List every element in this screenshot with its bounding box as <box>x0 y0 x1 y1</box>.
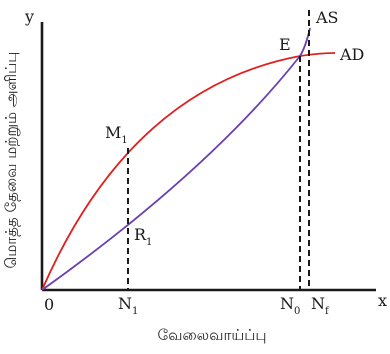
ad-curve <box>41 52 336 291</box>
m1-main: M <box>105 123 121 142</box>
nf-subscript: f <box>325 306 330 317</box>
n1-label: N1 <box>118 294 138 317</box>
r1-subscript: 1 <box>146 237 152 248</box>
nf-label: Nf <box>311 294 330 317</box>
n1-main: N <box>118 294 132 313</box>
n1-subscript: 1 <box>132 306 138 317</box>
x-axis-title: வேலைவாய்ப்பு <box>157 326 266 344</box>
r1-main: R <box>134 225 147 244</box>
n0-main: N <box>280 294 294 313</box>
n0-subscript: 0 <box>294 306 300 317</box>
as-curve <box>41 27 311 291</box>
y-axis-title: மொத்த தேவை மற்றும் அளிப்பு <box>2 52 20 269</box>
r1-label: R1 <box>134 225 152 248</box>
m1-subscript: 1 <box>121 135 127 146</box>
y-axis-letter: y <box>24 7 34 26</box>
origin-label: 0 <box>44 295 54 314</box>
x-axis-letter: x <box>378 291 387 310</box>
ad-label: AD <box>339 45 364 64</box>
equilibrium-label: E <box>279 35 291 54</box>
m1-label: M1 <box>105 123 128 146</box>
n0-label: N0 <box>280 294 300 317</box>
nf-main: N <box>311 294 325 313</box>
as-label: AS <box>315 8 339 27</box>
